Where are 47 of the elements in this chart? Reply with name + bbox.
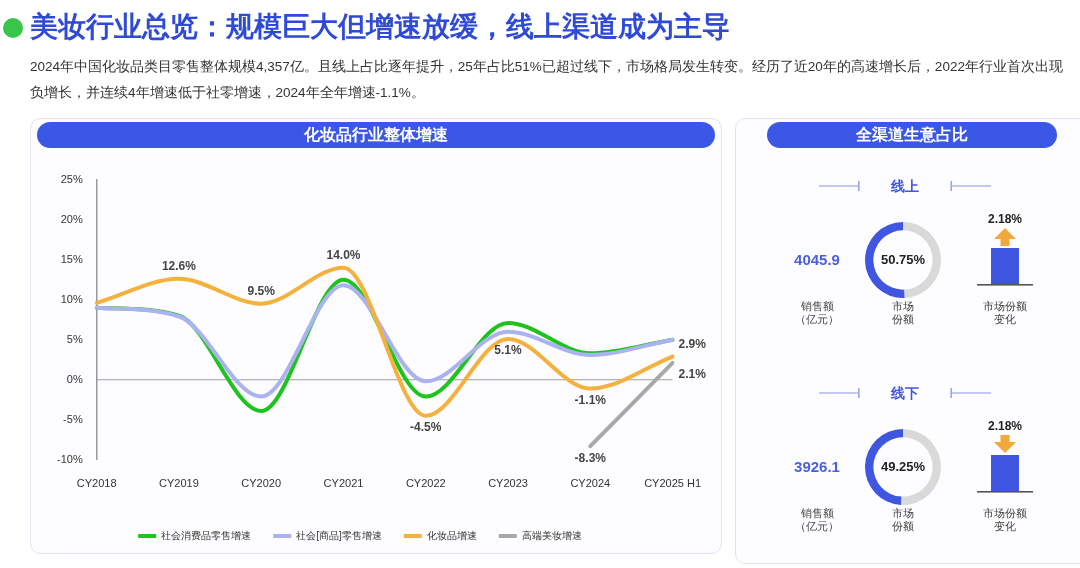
text: 美妆行业总览：规模巨大但增速放缓，线上渠道成为主导 [30, 10, 730, 44]
y-tick-label: 20% [60, 212, 83, 225]
chart-subtitle: 线上 [890, 177, 920, 196]
x-tick-label: CY2018 [76, 477, 117, 490]
data-label: 12.6% [161, 259, 197, 274]
data-label: -8.3% [574, 450, 607, 465]
data-label: 2.1% [678, 367, 707, 382]
y-tick-label: 5% [66, 332, 83, 345]
x-tick-label: CY2019 [159, 477, 199, 490]
data-label: 49.25% [880, 458, 926, 474]
y-tick-label: 10% [60, 292, 83, 305]
legend-label: 高端美妆增速 [521, 529, 582, 541]
x-tick-label: CY2022 [405, 477, 446, 490]
text: 市场份额 [891, 507, 915, 533]
text: 4045.9 [793, 250, 841, 270]
text: 市场份额变化 [982, 507, 1028, 533]
x-tick-label: CY2025 H1 [644, 477, 701, 490]
x-tick-label: CY2020 [241, 477, 282, 490]
data-label: 14.0% [326, 247, 361, 262]
y-tick-label: 15% [60, 252, 83, 265]
text: 销售额（亿元） [794, 300, 840, 326]
text: 2.18% [987, 419, 1023, 433]
text: 2024年中国化妆品类目零售整体规模4,357亿。且线上占比逐年提升，25年占比51%已超过线下，市场格局发生转变。经历了近20年的高速增长后，2022年行业首次出现负增长，并连续4年增速低于社零增速，2024年全年增速-1.1%。 [30, 58, 1064, 102]
legend-label: 社会[商品]零售增速 [296, 529, 382, 541]
legend-label: 社会消费品零售增速 [161, 529, 252, 541]
y-tick-label: -10% [56, 452, 83, 465]
data-label: 9.5% [247, 284, 276, 298]
text: 3926.1 [793, 457, 841, 477]
data-label: -1.1% [574, 392, 607, 407]
x-tick-label: CY2024 [570, 477, 611, 490]
y-tick-label: 0% [66, 372, 83, 385]
data-label: 50.75% [880, 251, 926, 267]
data-label: -4.5% [410, 420, 442, 435]
y-tick-label: -5% [63, 412, 83, 425]
x-tick-label: CY2023 [488, 477, 528, 490]
chart-title: 化妆品行业整体增速 [37, 122, 715, 148]
data-label: 2.9% [678, 336, 707, 351]
chart-title: 全渠道生意占比 [767, 122, 1057, 148]
legend-label: 化妆品增速 [426, 529, 477, 541]
data-label: 5.1% [494, 343, 523, 358]
text: 2.18% [987, 212, 1023, 226]
chart-subtitle: 线下 [890, 384, 920, 403]
text: 市场份额 [891, 300, 915, 326]
x-tick-label: CY2021 [323, 477, 364, 490]
text: 市场份额变化 [982, 300, 1028, 326]
text: 销售额（亿元） [794, 507, 840, 533]
y-tick-label: 25% [60, 172, 83, 185]
